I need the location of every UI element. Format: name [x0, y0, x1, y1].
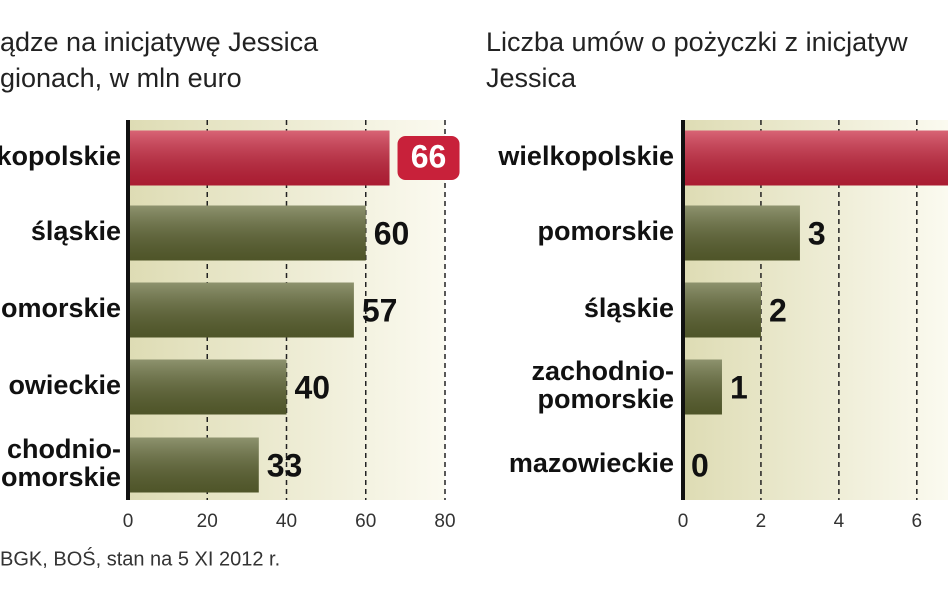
x-tick-label: 6 [912, 511, 923, 532]
bar-shine [128, 437, 259, 493]
category-label: śląskie [584, 293, 674, 323]
value-label: 40 [295, 369, 331, 405]
x-tick-label: 0 [123, 511, 134, 532]
category-label: śląskie [31, 216, 121, 246]
x-tick-label: 40 [276, 511, 297, 532]
value-label: 0 [691, 447, 709, 483]
chart-title: Liczba umów o pożyczki z inicjatyw Jessic… [486, 27, 908, 93]
chart-title: ądze na inicjatywę Jessica gionach, w mln… [0, 27, 319, 93]
category-label: kopolskie [0, 141, 121, 171]
bar-shine [683, 130, 948, 186]
x-tick-label: 20 [197, 511, 218, 532]
value-label: 60 [374, 215, 410, 251]
bar-shine [683, 205, 800, 261]
category-label: chodnio-pomorskie [0, 434, 121, 492]
bar-shine [128, 130, 390, 186]
source-note: BGK, BOŚ, stan na 5 XI 2012 r. [0, 546, 280, 570]
category-label: pomorskie [537, 216, 674, 246]
x-tick-label: 0 [678, 511, 689, 532]
value-label: 3 [808, 215, 826, 251]
bar-shine [683, 359, 722, 415]
bars: 83210 [683, 130, 948, 483]
x-tick-label: 2 [756, 511, 767, 532]
bar-shine [128, 282, 354, 338]
value-label: 1 [730, 369, 748, 405]
bar-shine [128, 205, 366, 261]
value-label-box [397, 136, 460, 180]
x-tick-label: 80 [434, 511, 455, 532]
x-tick-label: 60 [355, 511, 376, 532]
value-label: 2 [769, 292, 787, 328]
value-label: 66 [411, 138, 447, 174]
category-label: owieckie [8, 370, 121, 400]
category-label: pomorskie [0, 293, 121, 323]
bar-shine [128, 359, 287, 415]
x-tick-label: 4 [834, 511, 845, 532]
bar-shine [683, 282, 761, 338]
value-label: 33 [267, 447, 303, 483]
category-label: zachodnio-pomorskie [532, 356, 675, 414]
value-label: 57 [362, 292, 398, 328]
category-label: wielkopolskie [497, 141, 674, 171]
bars: 66 60 57 40 33 [128, 130, 460, 493]
category-label: mazowieckie [509, 448, 674, 478]
